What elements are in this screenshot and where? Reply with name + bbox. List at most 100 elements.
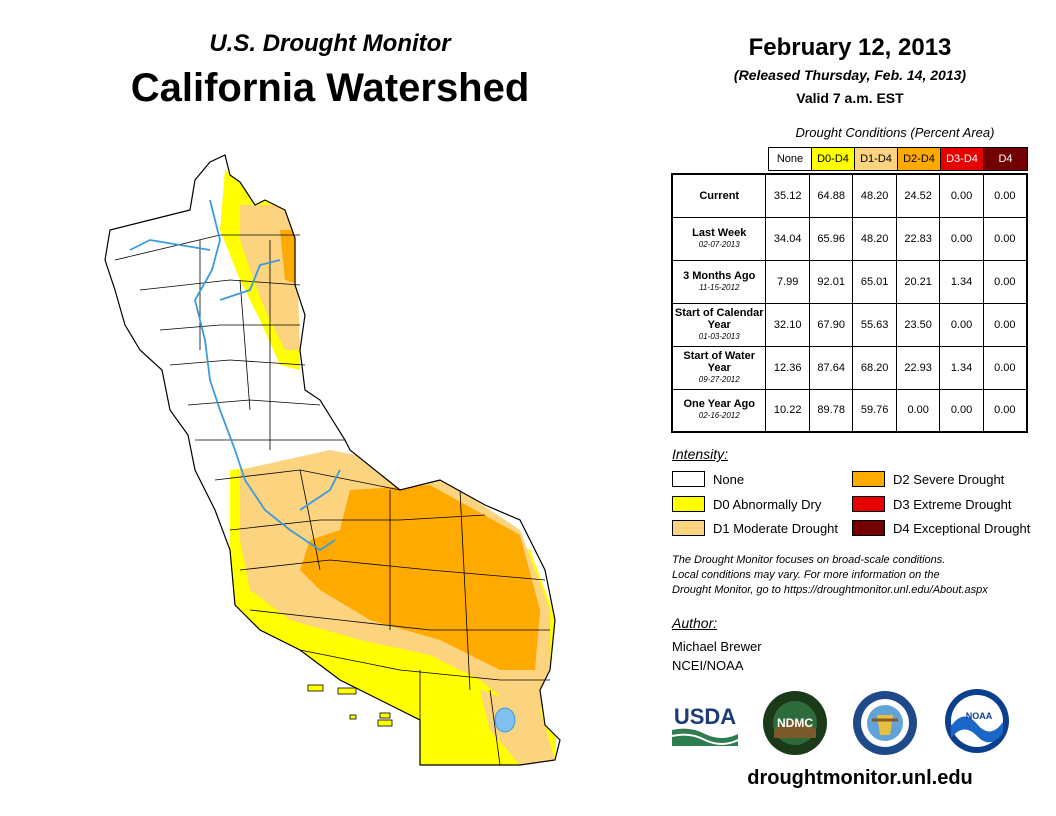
row-label: Current	[671, 173, 767, 218]
author-name: Michael Brewer	[672, 639, 762, 654]
author-title: Author:	[672, 615, 718, 631]
row-label-text: One Year Ago	[683, 398, 755, 411]
col-header-d1d4: D1-D4	[855, 148, 898, 170]
table-row: One Year Ago 02-16-2012 10.22 89.78 59.76 0.0…	[671, 388, 1028, 433]
legend-item-d2: D2 Severe Drought	[852, 470, 1004, 488]
col-header-none: None	[769, 148, 812, 170]
table-cell: 20.21	[895, 259, 941, 304]
table-cell: 12.36	[765, 345, 810, 390]
table-cell: 0.00	[982, 216, 1028, 261]
row-date: 11-15-2012	[699, 282, 740, 292]
table-cell: 92.01	[808, 259, 854, 304]
table-cell: 64.88	[808, 173, 854, 218]
legend-item-d0: D0 Abnormally Dry	[672, 495, 821, 513]
col-header-d0d4: D0-D4	[812, 148, 855, 170]
table-cell: 0.00	[939, 173, 984, 218]
note-line: Local conditions may vary. For more info…	[672, 569, 940, 581]
table-row: 3 Months Ago 11-15-2012 7.99 92.01 65.01 20.2…	[671, 259, 1028, 304]
table-row: Current 35.12 64.88 48.20 24.52 0.00 0.00	[671, 173, 1028, 218]
commerce-seal	[853, 691, 917, 755]
legend-swatch	[852, 496, 885, 512]
table-cell: 1.34	[939, 345, 984, 390]
legend-swatch	[672, 471, 705, 487]
conditions-table: Current 35.12 64.88 48.20 24.52 0.00 0.00 Last …	[671, 173, 1028, 433]
release-date: (Released Thursday, Feb. 14, 2013)	[733, 67, 967, 83]
legend-label: D1 Moderate Drought	[713, 520, 839, 536]
legend-item-d1: D1 Moderate Drought	[672, 519, 838, 537]
drought-note: The Drought Monitor focuses on broad-sca…	[672, 553, 1042, 598]
ndmc-logo-text: NDMC	[777, 716, 813, 730]
row-label: 3 Months Ago 11-15-2012	[671, 259, 767, 304]
table-cell: 0.00	[939, 302, 984, 347]
col-header-d3d4: D3-D4	[941, 148, 984, 170]
table-row: Last Week 02-07-2013 34.04 65.96 48.20 22.83 0…	[671, 216, 1028, 261]
noaa-logo: NOAA	[945, 689, 1009, 753]
table-cell: 68.20	[852, 345, 897, 390]
table-cell: 22.83	[895, 216, 941, 261]
map-date: February 12, 2013	[748, 34, 952, 61]
ndmc-logo: NDMC	[763, 691, 827, 755]
row-date: 01-03-2013	[698, 331, 740, 341]
author-info: Michael Brewer NCEI/NOAA	[672, 637, 762, 675]
legend-label: D2 Severe Drought	[893, 471, 1005, 487]
legend-label: D3 Extreme Drought	[893, 496, 1012, 512]
usda-logo: USDA	[671, 704, 739, 746]
table-cell: 32.10	[765, 302, 810, 347]
table-cell: 48.20	[852, 173, 897, 218]
table-cell: 0.00	[895, 388, 941, 433]
legend-swatch	[672, 496, 705, 512]
table-cell: 24.52	[895, 173, 941, 218]
row-date: 02-16-2012	[698, 411, 740, 421]
row-label-text: Start of Water Year	[683, 349, 756, 374]
table-row: Start of Water Year 09-27-2012 12.36 87.64 6…	[671, 345, 1028, 390]
note-line: Drought Monitor, go to https://droughtmo…	[672, 584, 988, 596]
legend-item-d3: D3 Extreme Drought	[852, 495, 1012, 513]
table-cell: 48.20	[852, 216, 897, 261]
row-label-text: 3 Months Ago	[683, 269, 756, 282]
table-cell: 0.00	[982, 388, 1028, 433]
table-cell: 34.04	[765, 216, 810, 261]
legend-label: D0 Abnormally Dry	[713, 496, 822, 512]
row-label-text: Start of Calendar Year	[674, 306, 764, 331]
col-header-d2d4: D2-D4	[898, 148, 941, 170]
table-cell: 7.99	[765, 259, 810, 304]
table-cell: 1.34	[939, 259, 984, 304]
row-label: One Year Ago 02-16-2012	[671, 388, 767, 433]
table-cell: 67.90	[808, 302, 854, 347]
table-cell: 0.00	[939, 388, 984, 433]
table-cell: 87.64	[808, 345, 854, 390]
usda-logo-text: USDA	[674, 704, 736, 729]
table-row: Start of Calendar Year 01-03-2013 32.10 67.…	[671, 302, 1028, 347]
table-cell: 65.96	[808, 216, 854, 261]
legend-swatch	[852, 520, 885, 536]
table-cell: 0.00	[939, 216, 984, 261]
row-label-text: Last Week	[692, 226, 747, 239]
table-cell: 55.63	[852, 302, 897, 347]
table-cell: 65.01	[852, 259, 897, 304]
map-subtitle: U.S. Drought Monitor	[209, 30, 451, 57]
legend-title: Intensity:	[672, 446, 729, 462]
table-cell: 59.76	[852, 388, 897, 433]
legend-item-d4: D4 Exceptional Drought	[852, 519, 1030, 537]
table-header: None D0-D4 D1-D4 D2-D4 D3-D4 D4	[768, 147, 1028, 171]
row-label: Start of Water Year 09-27-2012	[671, 345, 767, 390]
row-label-text: Current	[699, 189, 740, 202]
table-cell: 0.00	[982, 345, 1028, 390]
row-date: 02-07-2013	[698, 239, 740, 249]
table-cell: 23.50	[895, 302, 941, 347]
note-line: The Drought Monitor focuses on broad-sca…	[672, 554, 946, 566]
table-cell: 0.00	[982, 302, 1028, 347]
legend-label: None	[713, 471, 745, 487]
footer-url[interactable]: droughtmonitor.unl.edu	[747, 767, 973, 789]
legend-swatch	[852, 471, 885, 487]
noaa-logo-text: NOAA	[966, 711, 993, 721]
conditions-title: Drought Conditions (Percent Area)	[795, 125, 995, 140]
row-label: Start of Calendar Year 01-03-2013	[671, 302, 767, 347]
row-date: 09-27-2012	[698, 374, 740, 384]
legend-label: D4 Exceptional Drought	[893, 520, 1031, 536]
table-cell: 22.93	[895, 345, 941, 390]
author-org: NCEI/NOAA	[672, 658, 744, 673]
map-title: California Watershed	[130, 66, 530, 110]
table-cell: 0.00	[982, 259, 1028, 304]
table-cell: 35.12	[765, 173, 810, 218]
